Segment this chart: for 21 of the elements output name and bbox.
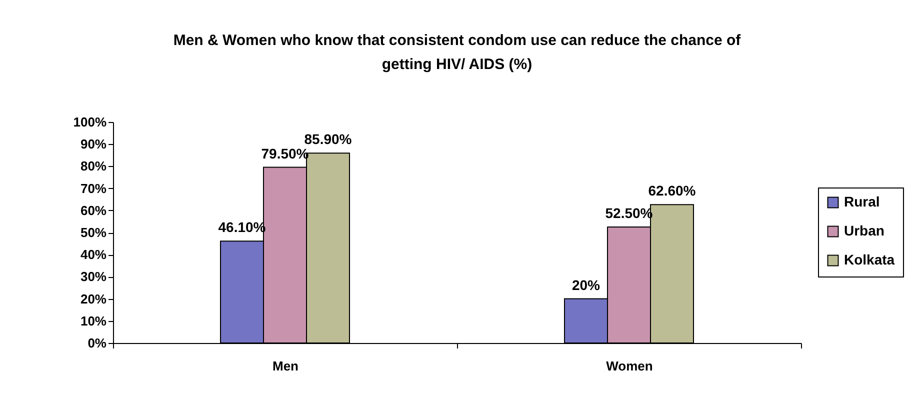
y-tick-label: 10%	[80, 313, 107, 328]
data-label: 79.50%	[261, 145, 310, 162]
y-tick-label: 40%	[80, 247, 107, 262]
y-tick-label: 30%	[80, 269, 107, 284]
data-label: 85.90%	[304, 131, 352, 148]
data-label: 62.60%	[648, 182, 696, 199]
y-tick-label: 0%	[88, 336, 107, 350]
legend-label: Urban	[844, 222, 884, 238]
data-label: 20%	[572, 276, 601, 293]
legend-label: Rural	[844, 194, 880, 210]
y-tick-label: 60%	[80, 202, 107, 218]
y-tick-label: 50%	[80, 225, 107, 240]
y-tick-label: 70%	[80, 180, 107, 196]
legend-label: Kolkata	[844, 252, 895, 268]
x-tick-label: Men	[272, 358, 299, 374]
chart-title: Men & Women who know that consistent condom use can reduce the chance of getting HIV/ AIDS (%)	[173, 32, 742, 73]
y-tick-label: 90%	[80, 136, 107, 152]
y-tick-label: 80%	[80, 158, 107, 174]
y-tick-label: 100%	[73, 114, 107, 130]
x-tick-label: Women	[606, 358, 653, 374]
y-tick-label: 20%	[80, 291, 107, 306]
